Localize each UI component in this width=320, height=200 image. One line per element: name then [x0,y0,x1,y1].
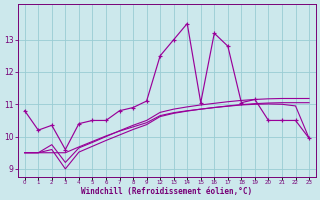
X-axis label: Windchill (Refroidissement éolien,°C): Windchill (Refroidissement éolien,°C) [81,187,252,196]
